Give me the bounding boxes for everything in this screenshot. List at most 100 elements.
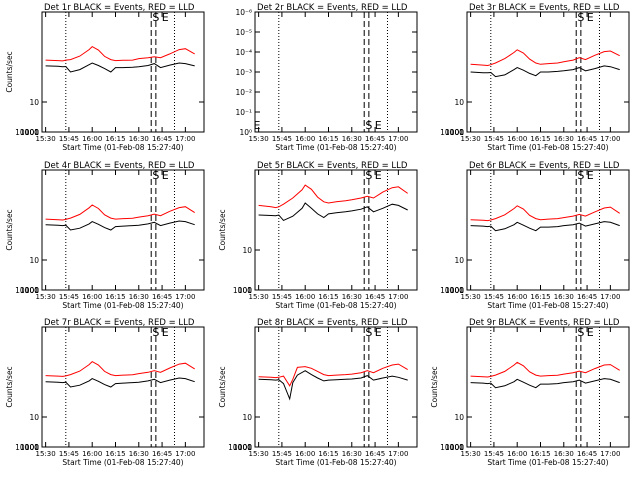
x-tick-label: 16:30 [129, 450, 149, 458]
y-tick-label: 10 [242, 413, 252, 422]
x-tick-label: 16:45 [152, 135, 172, 143]
y-tick-label: 10⁻³ [235, 68, 252, 77]
marker-label: S [577, 326, 584, 339]
x-tick-label: 17:00 [388, 135, 408, 143]
x-tick-label: 16:45 [152, 450, 172, 458]
y-tick-label: 1 [34, 286, 39, 295]
y-axis-label: Counts/sec [218, 209, 227, 250]
marker-label: S [577, 11, 584, 24]
x-tick-label: 17:00 [175, 135, 195, 143]
y-tick-label: 10⁻⁵ [235, 28, 252, 37]
x-tick-label: 15:30 [461, 450, 481, 458]
y-tick-label: 10000 [228, 443, 252, 452]
x-tick-label: 15:45 [59, 135, 79, 143]
y-tick-label: 1 [34, 443, 39, 452]
y-tick-label: 10000 [15, 128, 39, 137]
marker-label: E [587, 169, 594, 182]
marker-label: E [254, 119, 261, 132]
y-axis-label: Counts/sec [5, 51, 14, 92]
x-tick-label: 16:00 [82, 293, 102, 301]
y-tick-label: 10 [29, 413, 39, 422]
x-tick-label: 15:30 [36, 450, 56, 458]
y-tick-label: 1000 [445, 443, 464, 452]
marker-label: S [365, 119, 372, 132]
y-tick-label: 1000 [445, 286, 464, 295]
x-tick-label: 15:30 [461, 135, 481, 143]
marker-label: E [375, 169, 382, 182]
x-tick-label: 17:00 [388, 293, 408, 301]
y-tick-label: 1 [459, 443, 464, 452]
panel-title: Det 9r BLACK = Events, RED = LLD [469, 318, 620, 328]
x-tick-label: 17:00 [600, 135, 620, 143]
y-tick-label: 1000 [20, 443, 39, 452]
plot-frame [41, 169, 205, 291]
detector-panel: Det 3r BLACK = Events, RED = LLD 1 10 10010… [440, 3, 630, 152]
y-tick-label: 1000 [445, 128, 464, 137]
x-axis-label: Start Time (01-Feb-08 15:27:40) [62, 458, 183, 467]
marker-label: E [162, 326, 169, 339]
y-tick-label: 100 [25, 443, 40, 452]
x-tick-label: 15:30 [249, 135, 269, 143]
marker-label: S [577, 169, 584, 182]
y-tick-label: 1000 [233, 286, 252, 295]
marker-label: E [375, 326, 382, 339]
panel-title: Det 1r BLACK = Events, RED = LLD [44, 3, 195, 13]
x-tick-label: 16:00 [507, 293, 527, 301]
marker-label: E [162, 11, 169, 24]
x-axis-label: Start Time (01-Feb-08 15:27:40) [62, 143, 183, 152]
x-tick-label: 15:30 [249, 450, 269, 458]
x-tick-label: 16:15 [105, 450, 125, 458]
detector-panel: Det 6r BLACK = Events, RED = LLD 1 10 10010… [440, 161, 630, 310]
x-tick-label: 16:45 [152, 293, 172, 301]
x-tick-label: 17:00 [388, 450, 408, 458]
x-tick-label: 16:45 [577, 135, 597, 143]
panel-title: Det 5r BLACK = Events, RED = LLD [257, 161, 408, 171]
x-tick-label: 16:30 [342, 450, 362, 458]
y-tick-label: 10⁻⁶ [235, 8, 252, 17]
x-tick-label: 15:45 [484, 293, 504, 301]
y-tick-label: 10⁻¹ [235, 108, 252, 117]
x-tick-label: 15:30 [36, 135, 56, 143]
x-tick-label: 15:45 [484, 135, 504, 143]
x-tick-label: 15:30 [461, 293, 481, 301]
plot-frame [41, 326, 205, 448]
y-tick-label: 10 [242, 246, 252, 255]
x-tick-label: 16:30 [342, 135, 362, 143]
x-tick-label: 16:30 [129, 135, 149, 143]
series-line-events [258, 202, 408, 222]
panel-title: Det 6r BLACK = Events, RED = LLD [469, 161, 620, 171]
y-tick-label: 10 [29, 98, 39, 107]
y-tick-label: 1000 [20, 128, 39, 137]
y-tick-label: 100 [25, 128, 40, 137]
x-axis-label: Start Time (01-Feb-08 15:27:40) [275, 301, 396, 310]
x-tick-label: 17:00 [600, 450, 620, 458]
x-tick-label: 16:00 [295, 293, 315, 301]
x-tick-label: 16:30 [129, 293, 149, 301]
y-tick-label: 1 [247, 443, 252, 452]
x-tick-label: 16:30 [554, 135, 574, 143]
x-tick-label: 16:45 [365, 135, 385, 143]
x-axis-label: Start Time (01-Feb-08 15:27:40) [275, 458, 396, 467]
x-tick-label: 17:00 [175, 293, 195, 301]
series-line-lld [258, 184, 408, 209]
x-tick-label: 16:00 [507, 450, 527, 458]
x-tick-label: 16:15 [530, 450, 550, 458]
x-tick-label: 15:45 [272, 293, 292, 301]
y-tick-label: 10⁻² [235, 88, 252, 97]
y-tick-label: 10000 [440, 128, 464, 137]
series-line-events [45, 377, 195, 388]
x-tick-label: 17:00 [600, 293, 620, 301]
x-tick-label: 16:15 [105, 293, 125, 301]
y-tick-label: 10⁻⁴ [235, 48, 252, 57]
panel-title: Det 4r BLACK = Events, RED = LLD [44, 161, 195, 171]
y-tick-label: 10000 [15, 443, 39, 452]
plot-frame [254, 169, 418, 291]
x-tick-label: 16:45 [577, 293, 597, 301]
y-axis-label: Counts/sec [5, 366, 14, 407]
x-tick-label: 15:30 [249, 293, 269, 301]
y-tick-label: 1 [34, 128, 39, 137]
x-tick-label: 16:30 [554, 450, 574, 458]
marker-label: S [365, 169, 372, 182]
y-tick-label: 10 [29, 256, 39, 265]
x-tick-label: 16:45 [365, 293, 385, 301]
